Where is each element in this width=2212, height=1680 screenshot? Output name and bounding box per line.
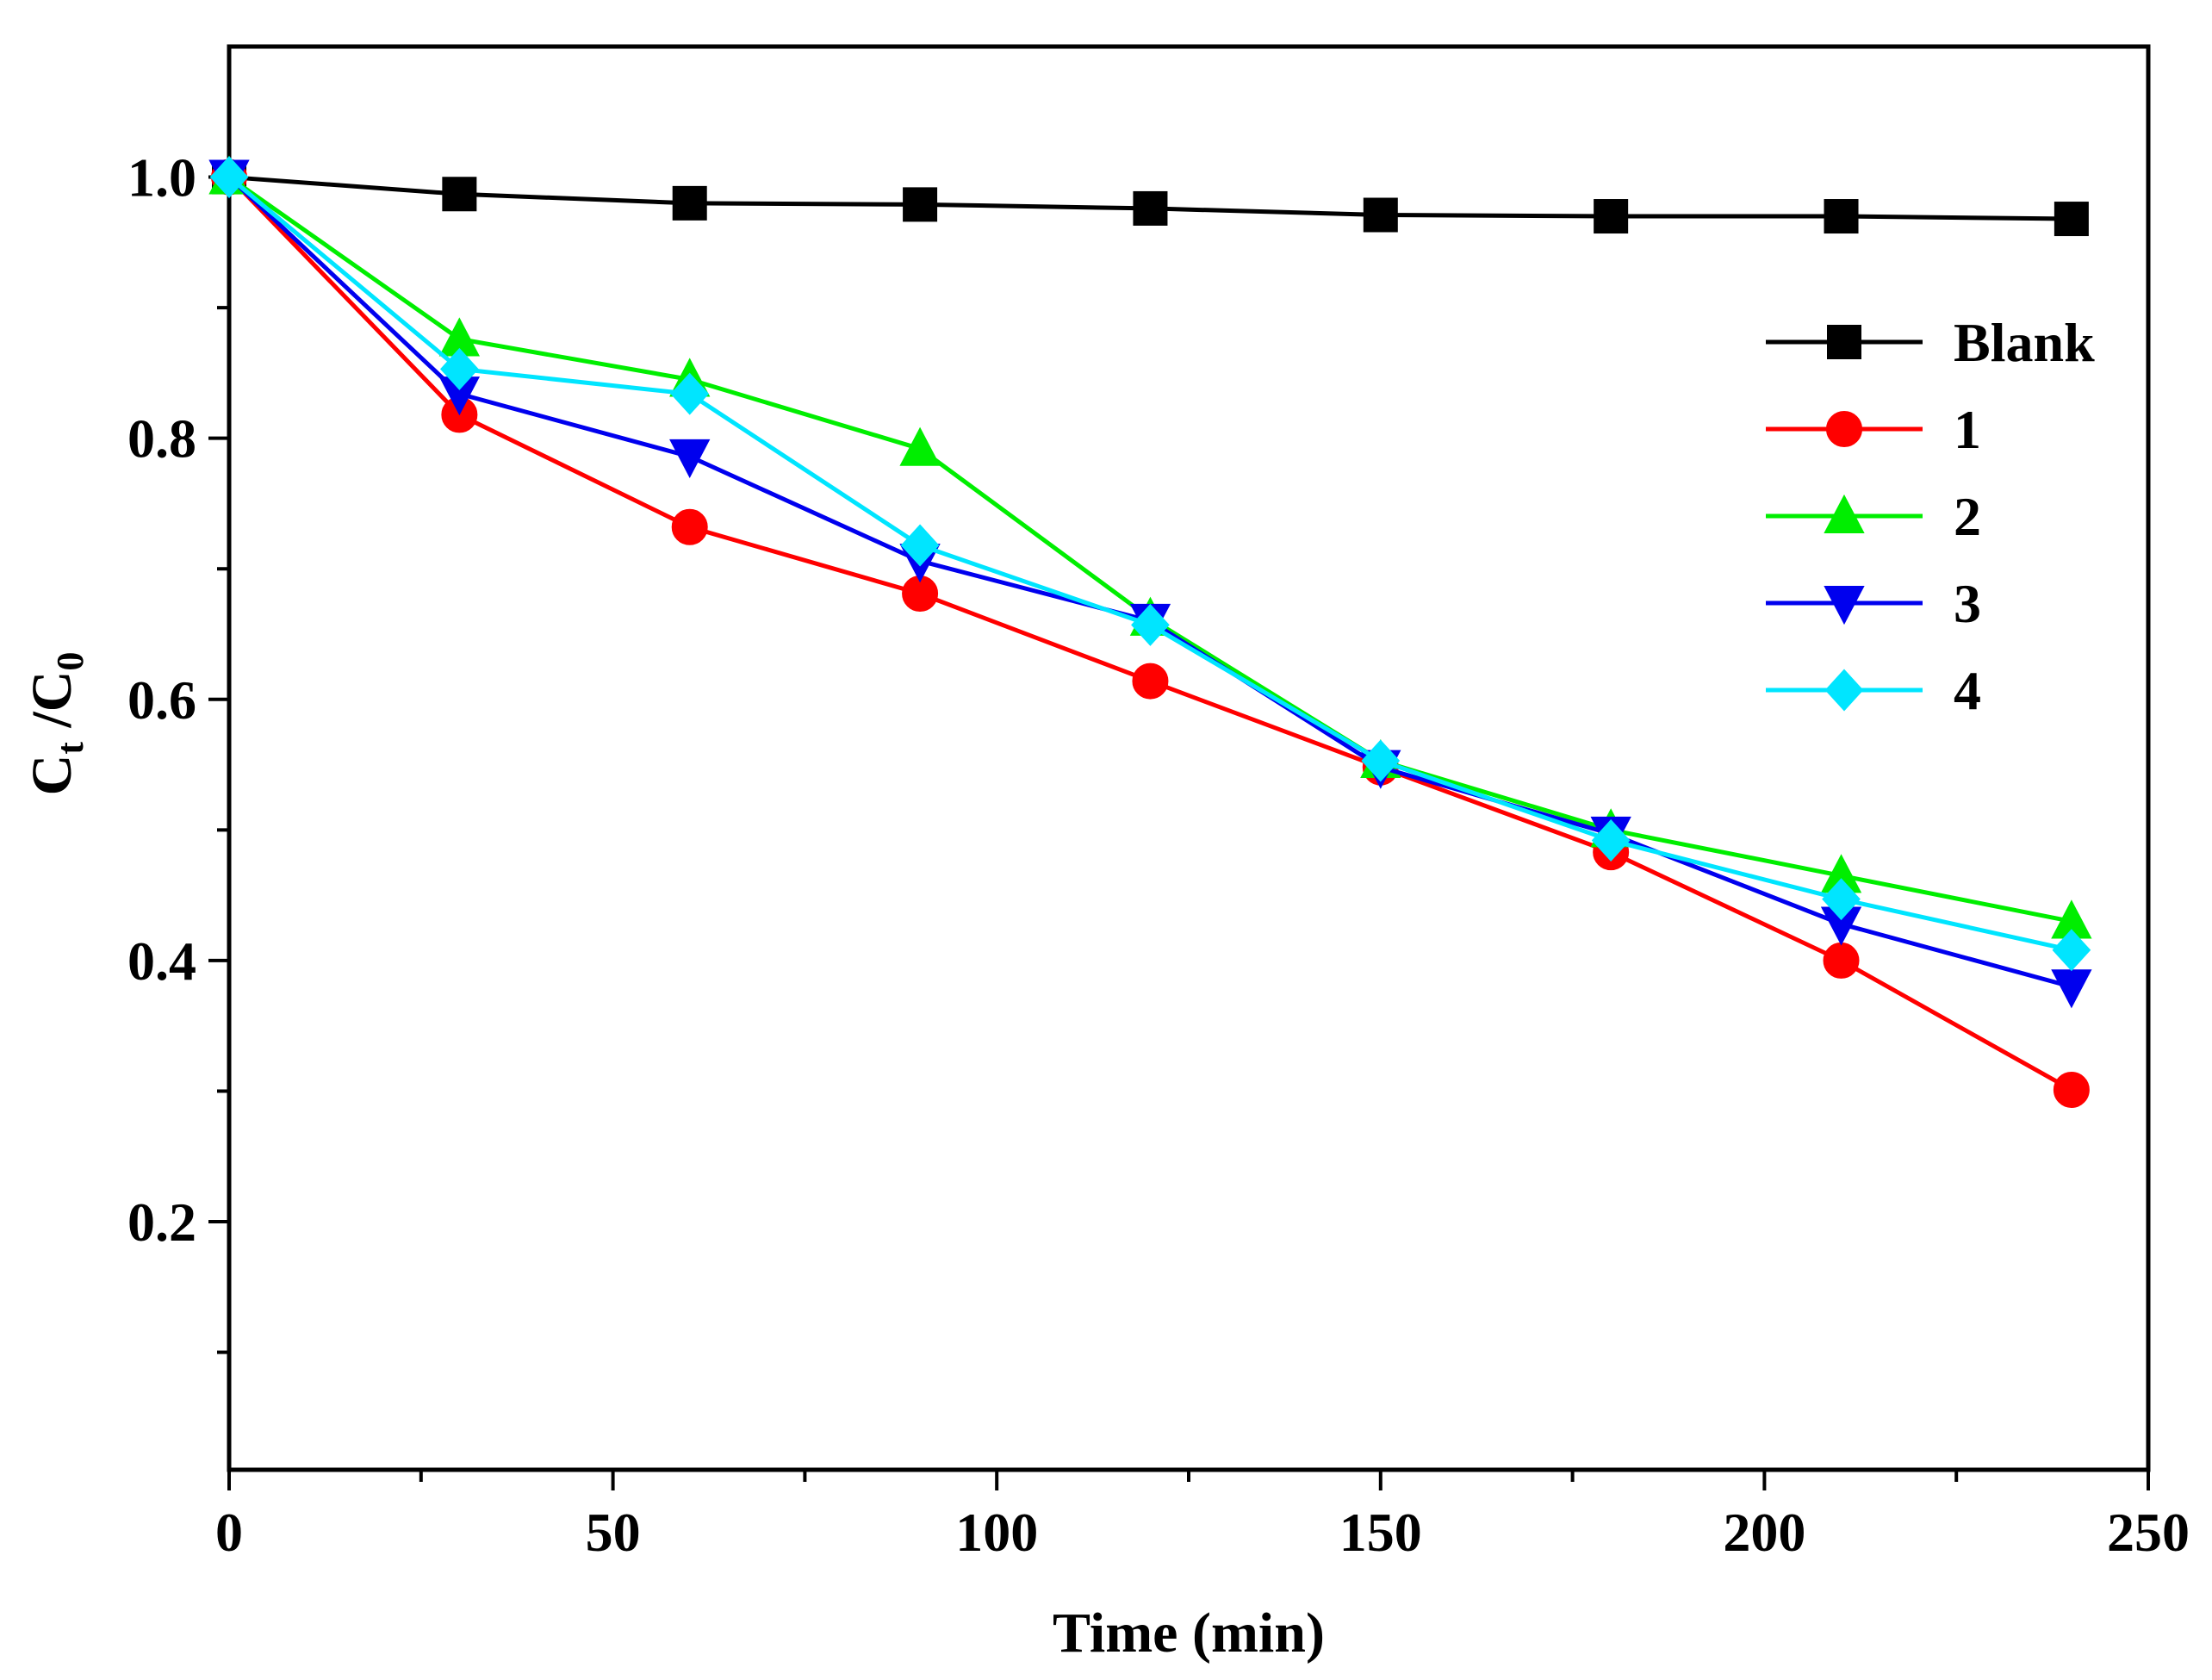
data-point bbox=[900, 524, 940, 567]
legend-marker bbox=[1824, 586, 1865, 625]
y-tick-label: 1.0 bbox=[127, 147, 196, 208]
data-point bbox=[1824, 199, 1859, 234]
x-tick-label: 50 bbox=[586, 1502, 641, 1563]
legend-entry-1: 1 bbox=[1766, 399, 1981, 460]
data-point bbox=[669, 439, 711, 479]
legend-marker bbox=[1824, 494, 1865, 533]
legend-label: 2 bbox=[1954, 486, 1981, 547]
y-tick-label: 0.2 bbox=[127, 1192, 196, 1253]
data-point bbox=[671, 508, 708, 545]
data-point bbox=[1594, 199, 1629, 234]
series-layer bbox=[208, 155, 2092, 1108]
legend-label: 3 bbox=[1954, 573, 1981, 634]
series-4 bbox=[209, 156, 2091, 972]
legend-marker bbox=[1827, 325, 1861, 359]
data-point bbox=[903, 187, 938, 222]
series-2 bbox=[208, 155, 2092, 939]
data-point bbox=[2051, 969, 2092, 1009]
x-tick-label: 200 bbox=[1723, 1502, 1805, 1563]
y-axis-title-slash: /C bbox=[21, 671, 84, 743]
data-point bbox=[2052, 929, 2091, 972]
y-axis-title: Ct /C0 bbox=[21, 652, 91, 796]
y-tick-label: 0.6 bbox=[127, 669, 196, 731]
x-tick-label: 100 bbox=[955, 1502, 1038, 1563]
legend-marker bbox=[1824, 669, 1864, 712]
data-point bbox=[442, 177, 477, 212]
series-3 bbox=[208, 159, 2092, 1009]
data-point bbox=[899, 426, 941, 466]
x-tick-label: 0 bbox=[215, 1502, 243, 1563]
plot-frame bbox=[227, 44, 2151, 1472]
data-point bbox=[1822, 878, 1861, 921]
data-point bbox=[1132, 663, 1169, 700]
legend-entry-4: 4 bbox=[1766, 660, 1981, 721]
legend-label: Blank bbox=[1954, 312, 2095, 373]
series-line bbox=[227, 175, 2072, 924]
legend-entry-2: 2 bbox=[1766, 486, 1981, 547]
y-tick-label: 0.8 bbox=[127, 408, 196, 470]
data-point bbox=[440, 347, 479, 390]
x-axis-title: Time (min) bbox=[1053, 1602, 1325, 1664]
legend-label: 1 bbox=[1954, 399, 1981, 460]
data-point bbox=[670, 372, 710, 415]
legend-entry-blank: Blank bbox=[1766, 312, 2095, 373]
x-tick-label: 250 bbox=[2107, 1502, 2190, 1563]
data-point bbox=[1823, 942, 1860, 979]
data-point bbox=[2053, 1071, 2090, 1108]
data-point bbox=[1131, 603, 1170, 646]
y-axis-title-sub-0: 0 bbox=[49, 652, 91, 671]
data-point bbox=[1363, 197, 1398, 233]
x-tick-label: 150 bbox=[1339, 1502, 1422, 1563]
y-axis-title-main: C bbox=[21, 755, 84, 796]
data-point bbox=[2054, 202, 2089, 237]
data-point bbox=[672, 185, 707, 221]
y-axis-title-sub-t: t bbox=[49, 742, 91, 755]
y-tick-label: 0.4 bbox=[127, 930, 196, 992]
series-blank bbox=[212, 159, 2089, 237]
legend-label: 4 bbox=[1954, 660, 1981, 721]
data-point bbox=[1591, 818, 1631, 862]
series-line bbox=[227, 175, 2072, 953]
data-point bbox=[1133, 190, 1168, 226]
legend: Blank 1 2 3 4 bbox=[1766, 312, 2095, 721]
axes: 0 50 100 150 200 250 0.2 0.4 0.6 0.8 1.0 bbox=[127, 44, 2190, 1563]
data-point bbox=[209, 156, 249, 199]
legend-marker bbox=[1826, 411, 1862, 447]
data-point bbox=[1361, 739, 1401, 782]
legend-entry-3: 3 bbox=[1766, 573, 1981, 634]
